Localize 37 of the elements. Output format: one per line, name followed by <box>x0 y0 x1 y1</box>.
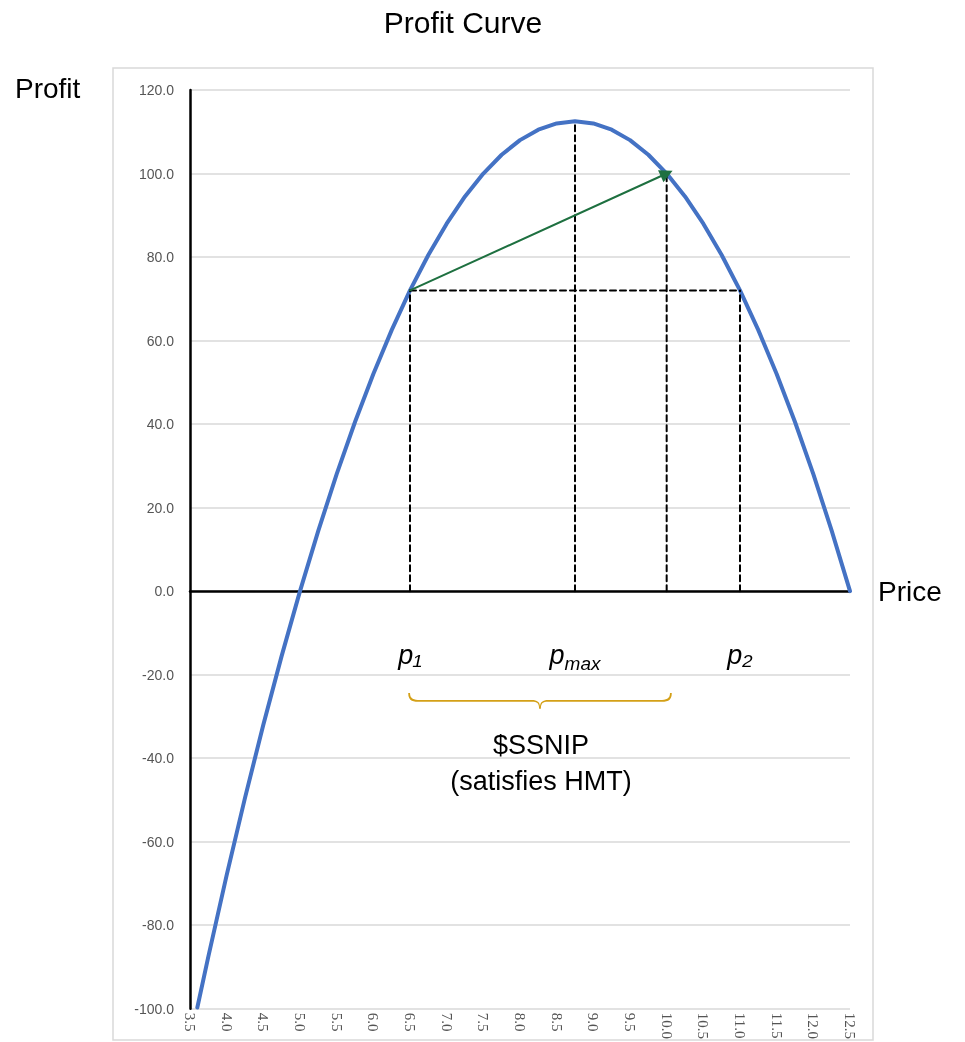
y-tick-label: 0.0 <box>154 583 175 600</box>
x-tick-label: 6.0 <box>365 1012 382 1032</box>
x-tick-label: 4.5 <box>255 1012 272 1032</box>
x-tick-label: 6.5 <box>402 1012 418 1032</box>
y-tick-label: -80.0 <box>142 917 175 934</box>
x-tick-label: 12.0 <box>805 1012 822 1039</box>
x-axis-title: Price <box>878 575 942 607</box>
annotation: $SSNIP (satisfies HMT) <box>450 730 632 796</box>
y-tick-label: -20.0 <box>142 666 175 683</box>
annotation: p₂ <box>726 640 754 670</box>
x-tick-label: 3.5 <box>182 1012 198 1032</box>
x-tick-label: 8.0 <box>512 1012 528 1032</box>
x-tick-label: 11.5 <box>768 1012 785 1039</box>
x-tick-label: 12.5 <box>842 1012 858 1039</box>
y-tick-label: 80.0 <box>146 249 175 266</box>
x-tick-label: 11.0 <box>732 1012 748 1039</box>
y-tick-label: 120.0 <box>138 82 175 98</box>
y-tick-label: 60.0 <box>146 332 175 349</box>
x-tick-label: 5.5 <box>328 1012 345 1032</box>
chart-title: Profit Curve <box>383 5 543 39</box>
x-tick-label: 9.5 <box>622 1012 638 1032</box>
x-tick-label: 8.5 <box>548 1012 565 1032</box>
x-tick-label: 7.5 <box>475 1012 492 1032</box>
y-tick-label: -40.0 <box>142 750 175 767</box>
x-tick-label: 7.0 <box>438 1012 455 1032</box>
y-tick-label: 100.0 <box>138 165 175 182</box>
y-tick-label: -60.0 <box>142 833 175 850</box>
y-axis-title: Profit <box>15 72 81 104</box>
x-tick-label: 9.0 <box>585 1012 602 1032</box>
y-tick-label: 20.0 <box>146 499 175 516</box>
x-tick-label: 5.0 <box>292 1012 308 1032</box>
annotation: p₁ <box>397 640 422 670</box>
y-tick-label: 40.0 <box>146 416 175 433</box>
x-tick-label: 10.0 <box>658 1012 675 1039</box>
y-tick-label: -100.0 <box>134 1000 175 1017</box>
x-tick-label: 10.5 <box>695 1012 712 1039</box>
x-tick-label: 4.0 <box>218 1012 235 1032</box>
